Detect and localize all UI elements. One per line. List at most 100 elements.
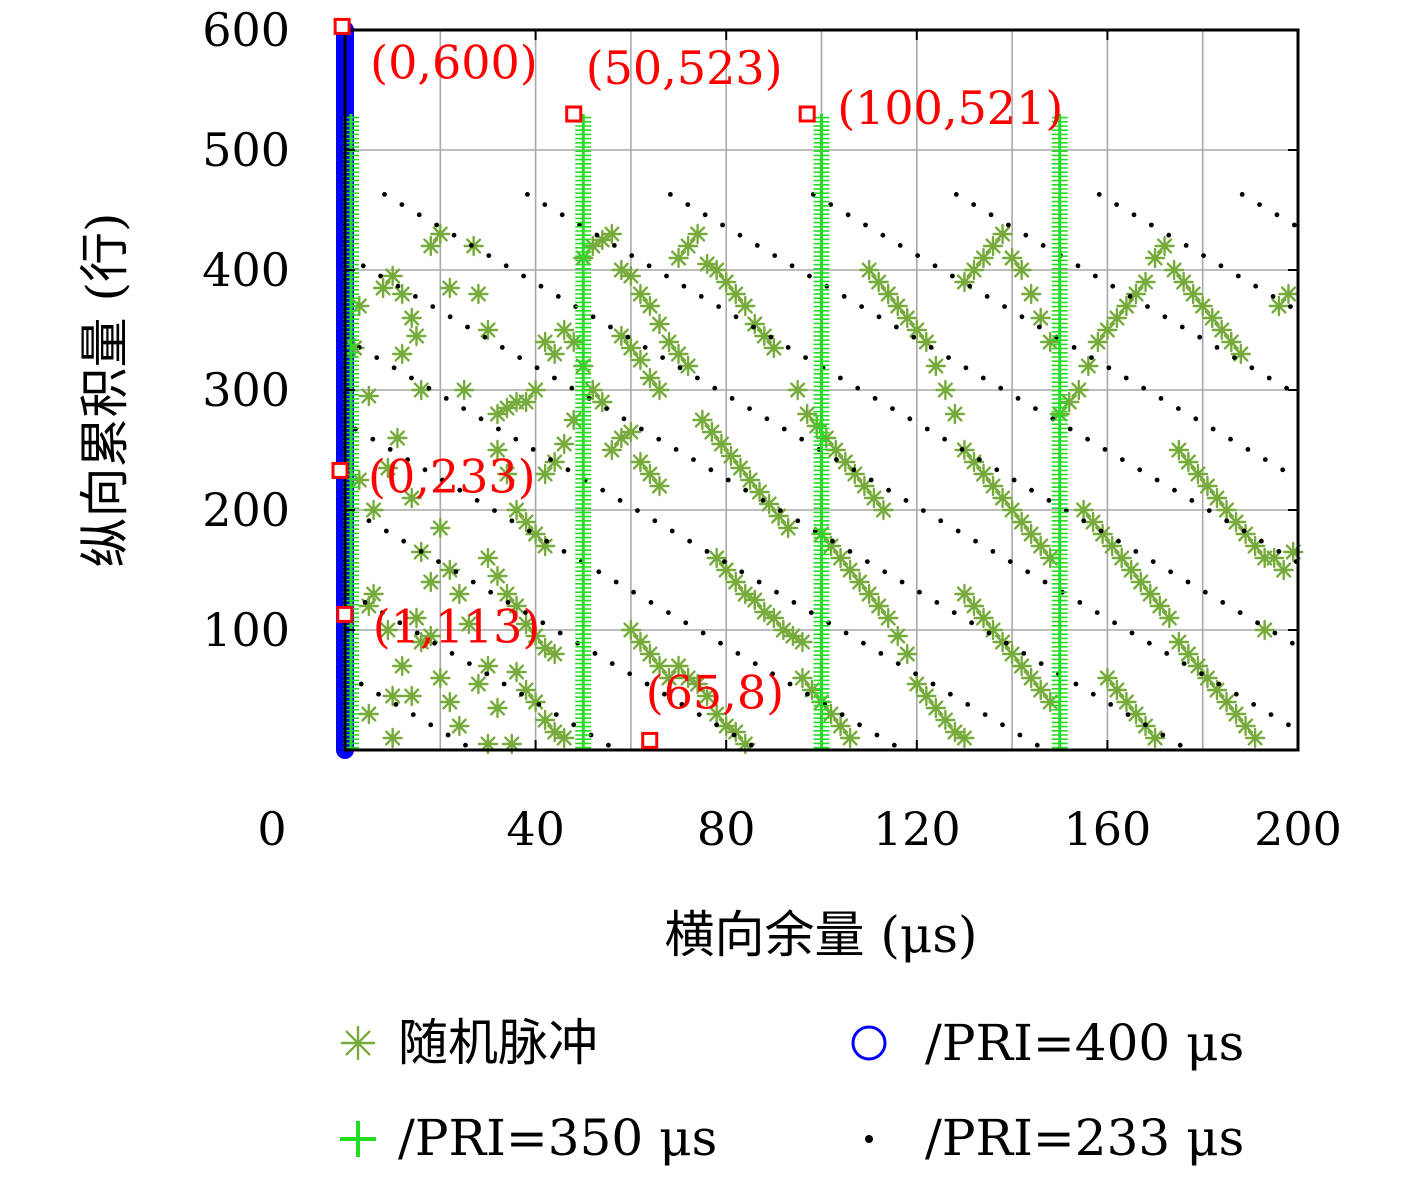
random-pulse-point — [1121, 559, 1142, 581]
pri-233-point — [1092, 273, 1098, 279]
asterisk-stroke — [1076, 502, 1092, 518]
pri-233-point — [488, 589, 494, 595]
pri-233-point — [808, 610, 814, 615]
pri-233-point — [942, 436, 948, 442]
asterisk-stroke — [508, 598, 525, 614]
asterisk-stroke — [632, 352, 648, 368]
pri-233-point — [544, 538, 550, 544]
random-pulse-point — [363, 499, 384, 521]
asterisk-stroke — [651, 658, 668, 674]
pri-233-point — [414, 630, 420, 636]
asterisk-stroke — [461, 616, 477, 632]
random-pulse-point — [630, 349, 651, 371]
random-pulse-point — [620, 265, 642, 287]
asterisk-stroke — [456, 382, 472, 398]
asterisk-stroke — [1023, 670, 1039, 686]
legend-label-pri-400: /PRI=400 μs — [925, 1014, 1244, 1072]
random-pulse-point — [854, 475, 875, 497]
asterisk-stroke — [547, 724, 563, 740]
annotation-marker — [331, 461, 349, 479]
legend-plus — [340, 1121, 376, 1157]
random-pulse-point — [773, 619, 794, 641]
pri-233-point — [474, 498, 480, 503]
pri-233-point — [1017, 732, 1023, 738]
asterisk-stroke — [537, 334, 553, 350]
pri-233-point — [1025, 569, 1031, 575]
pri-233-point — [928, 345, 934, 350]
random-pulse-point — [515, 511, 537, 533]
random-pulse-point — [768, 505, 789, 527]
pri-233-point — [503, 263, 509, 269]
series-pri-233-line — [1239, 192, 1297, 228]
pri-233-point — [1268, 712, 1274, 717]
asterisk-stroke — [423, 628, 439, 644]
asterisk-stroke — [680, 670, 696, 686]
asterisk-stroke — [956, 442, 973, 458]
pri-233-point — [857, 722, 862, 728]
asterisk-stroke — [537, 466, 553, 482]
random-pulse-point — [525, 691, 546, 713]
random-pulse-point — [620, 421, 642, 443]
asterisk-stroke — [1147, 250, 1163, 266]
random-pulse-point — [1244, 727, 1266, 749]
pri-233-point — [1019, 314, 1025, 320]
pri-233-point — [907, 416, 913, 422]
random-pulse-point — [515, 391, 537, 413]
random-pulse-point — [758, 493, 780, 515]
legend: 随机脉冲 /PRI=400 μs /PRI=350 μs /PRI=233 μs — [340, 1014, 1244, 1167]
random-pulse-point — [1235, 523, 1256, 545]
asterisk-stroke — [613, 328, 629, 344]
random-pulse-point — [534, 331, 556, 353]
pri-233-point — [683, 620, 689, 626]
asterisk-stroke — [828, 442, 844, 458]
random-pulse-point — [1202, 307, 1223, 329]
pri-233-point — [915, 253, 921, 258]
pri-233-point — [720, 222, 725, 228]
random-pulse-point — [925, 697, 947, 719]
random-pulse-point — [630, 631, 651, 653]
pri-233-point — [859, 304, 865, 309]
random-pulse-point — [1182, 283, 1204, 305]
asterisk-stroke — [713, 436, 729, 452]
random-pulse-point — [830, 547, 851, 569]
asterisk-stroke — [1137, 274, 1154, 290]
random-pulse-point — [816, 427, 837, 449]
asterisk-stroke — [1004, 250, 1020, 266]
pri-233-point — [422, 467, 428, 473]
asterisk-stroke — [947, 406, 963, 422]
pri-233-point — [953, 192, 959, 197]
pri-233-point — [1172, 487, 1177, 493]
y-tick-label: 200 — [202, 483, 290, 537]
pri-233-point — [606, 742, 611, 748]
pri-233-point — [1177, 742, 1183, 748]
pri-233-point — [1090, 691, 1096, 697]
pri-233-point — [1067, 426, 1073, 432]
pri-233-point — [998, 385, 1004, 391]
pri-233-point — [1085, 436, 1090, 442]
asterisk-stroke — [856, 478, 872, 494]
pri-233-point — [731, 732, 737, 738]
pri-233-point — [781, 426, 787, 432]
asterisk-stroke — [413, 634, 429, 650]
pri-233-point — [436, 559, 441, 564]
random-pulse-point — [916, 331, 937, 353]
random-pulse-point — [453, 379, 475, 401]
pri-233-point — [391, 365, 397, 371]
asterisk-stroke — [1218, 502, 1235, 518]
pri-233-point — [789, 263, 795, 269]
asterisk-stroke — [794, 634, 811, 650]
pri-233-point — [969, 620, 975, 626]
asterisk-stroke — [632, 286, 648, 302]
random-pulse-point — [1116, 691, 1137, 713]
pri-233-point — [1125, 712, 1131, 717]
pri-233-point — [380, 610, 385, 615]
random-pulse-point — [677, 355, 699, 377]
random-pulse-point — [706, 547, 727, 569]
pri-233-point — [1249, 365, 1255, 371]
random-pulse-point — [1106, 679, 1128, 701]
pri-233-point — [1164, 651, 1170, 656]
random-pulse-point — [906, 319, 927, 341]
random-pulse-point — [639, 463, 661, 485]
pri-233-point — [685, 202, 691, 208]
pri-233-point — [807, 273, 812, 279]
